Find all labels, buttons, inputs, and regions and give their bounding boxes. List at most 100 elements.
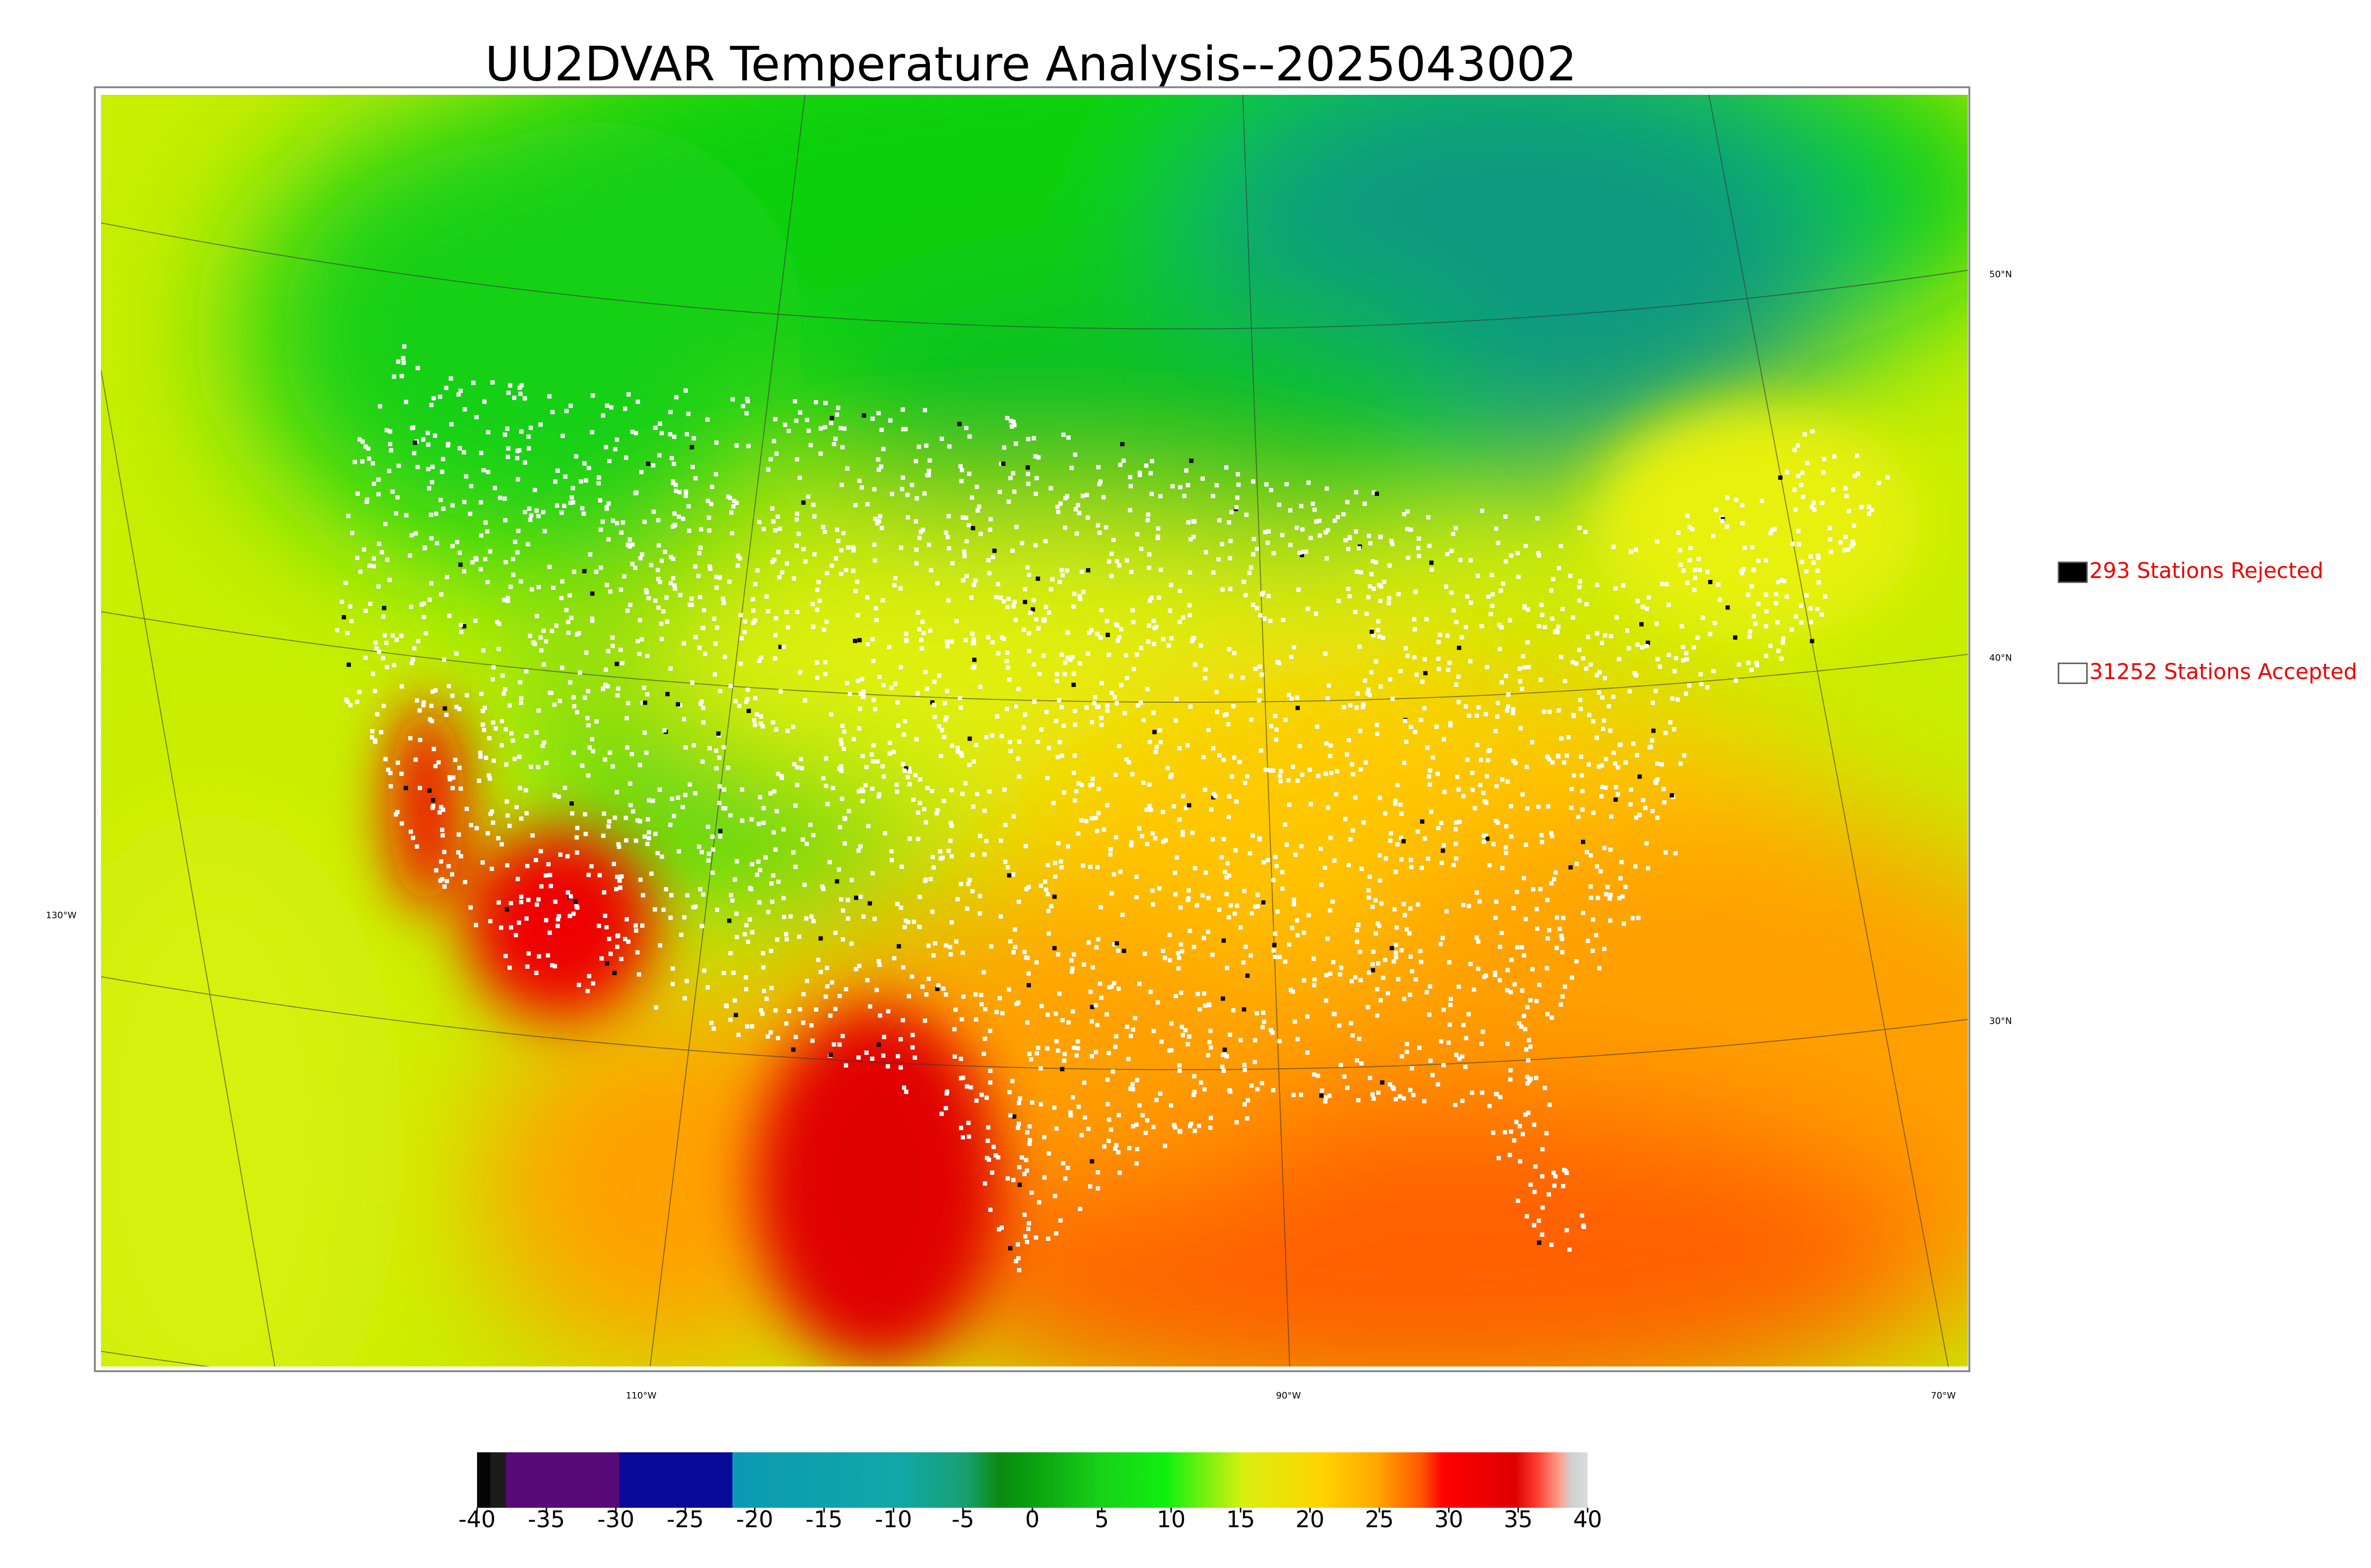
station-dot	[865, 978, 869, 982]
station-dot	[762, 989, 766, 993]
tick-label: 35	[1504, 1506, 1533, 1533]
station-dot	[625, 608, 630, 613]
station-dot	[770, 900, 774, 904]
station-dot	[714, 472, 718, 477]
station-dot	[871, 417, 875, 421]
station-dot	[1285, 482, 1289, 486]
station-dot	[527, 506, 532, 511]
station-dot	[1113, 773, 1118, 777]
station-dot	[564, 409, 569, 413]
station-dot	[1404, 740, 1408, 744]
station-dot	[1684, 657, 1689, 661]
station-dot	[744, 411, 749, 415]
station-dot	[899, 546, 903, 550]
station-dot	[1029, 1057, 1033, 1062]
station-dot	[1042, 619, 1046, 623]
station-dot	[872, 542, 876, 547]
station-dot	[672, 512, 677, 516]
station-dot	[515, 456, 519, 460]
station-dot	[886, 1064, 890, 1068]
station-dot	[1161, 637, 1166, 642]
station-dot	[1552, 877, 1556, 881]
station-dot	[908, 836, 912, 841]
station-dot	[860, 799, 864, 803]
station-dot	[1060, 573, 1065, 578]
station-dot	[829, 712, 833, 716]
station-dot	[715, 586, 719, 590]
station-dot	[1581, 911, 1585, 915]
station-dot	[607, 459, 611, 463]
station-dot	[1117, 744, 1121, 748]
station-dot	[550, 629, 554, 633]
station-dot	[1343, 538, 1348, 542]
station-dot	[1227, 873, 1231, 878]
station-dot	[1146, 640, 1150, 644]
station-dot	[1666, 603, 1671, 607]
station-dot	[1271, 551, 1276, 555]
station-dot	[687, 504, 691, 508]
station-dot	[1052, 1105, 1057, 1110]
station-dot	[1271, 878, 1276, 882]
station-dot	[563, 786, 567, 790]
station-dot	[1097, 531, 1102, 535]
station-dot	[1099, 905, 1103, 909]
station-dot	[1275, 727, 1279, 732]
station-dot	[1575, 862, 1579, 866]
station-dot	[1325, 696, 1330, 700]
station-dot	[515, 805, 519, 809]
station-dot	[795, 457, 799, 461]
station-dot	[371, 461, 375, 466]
station-dot	[539, 635, 543, 640]
station-dot	[1329, 743, 1333, 748]
station-dot	[834, 556, 838, 560]
station-dot	[517, 385, 522, 390]
station-dot	[1299, 1092, 1303, 1097]
station-dot	[1398, 1094, 1402, 1099]
station-dot	[1076, 1105, 1081, 1109]
station-dot	[584, 478, 588, 483]
station-dot	[1680, 624, 1684, 628]
station-dot	[729, 893, 733, 897]
station-dot	[1324, 556, 1329, 560]
station-dot	[764, 595, 769, 599]
station-dot	[1305, 1050, 1309, 1055]
station-dot	[560, 666, 564, 670]
station-dot	[1675, 697, 1680, 702]
station-dot	[1375, 987, 1379, 991]
station-dot	[1405, 527, 1409, 531]
station-dot	[1405, 1042, 1409, 1046]
station-dot	[1586, 635, 1590, 639]
station-dot	[1358, 950, 1362, 954]
station-dot	[1368, 584, 1372, 588]
station-dot	[569, 615, 573, 620]
station-dot	[653, 908, 657, 912]
station-dot	[1174, 718, 1178, 723]
station-dot	[1073, 709, 1077, 713]
station-dot	[524, 734, 529, 738]
station-dot	[1133, 1016, 1137, 1020]
station-dot	[1177, 620, 1182, 624]
station-dot	[571, 500, 575, 504]
legend-swatch	[2059, 663, 2087, 683]
station-dot	[678, 593, 682, 597]
station-dot	[712, 617, 716, 621]
station-dot	[682, 641, 686, 645]
station-dot	[895, 700, 900, 705]
station-dot	[686, 412, 690, 416]
station-dot	[999, 914, 1003, 918]
station-dot	[959, 706, 963, 710]
station-dot	[1516, 575, 1521, 579]
station-dot	[999, 596, 1003, 600]
station-dot	[607, 537, 611, 541]
station-dot	[693, 635, 698, 639]
station-dot	[1619, 860, 1624, 864]
station-dot	[1489, 612, 1493, 616]
station-dot	[1681, 645, 1685, 649]
station-dot	[1375, 492, 1379, 496]
station-dot	[1490, 592, 1495, 596]
station-dot	[470, 560, 475, 565]
station-dot	[1528, 998, 1533, 1002]
station-dot	[1535, 516, 1540, 521]
station-dot	[568, 914, 572, 918]
station-dot	[789, 914, 793, 918]
